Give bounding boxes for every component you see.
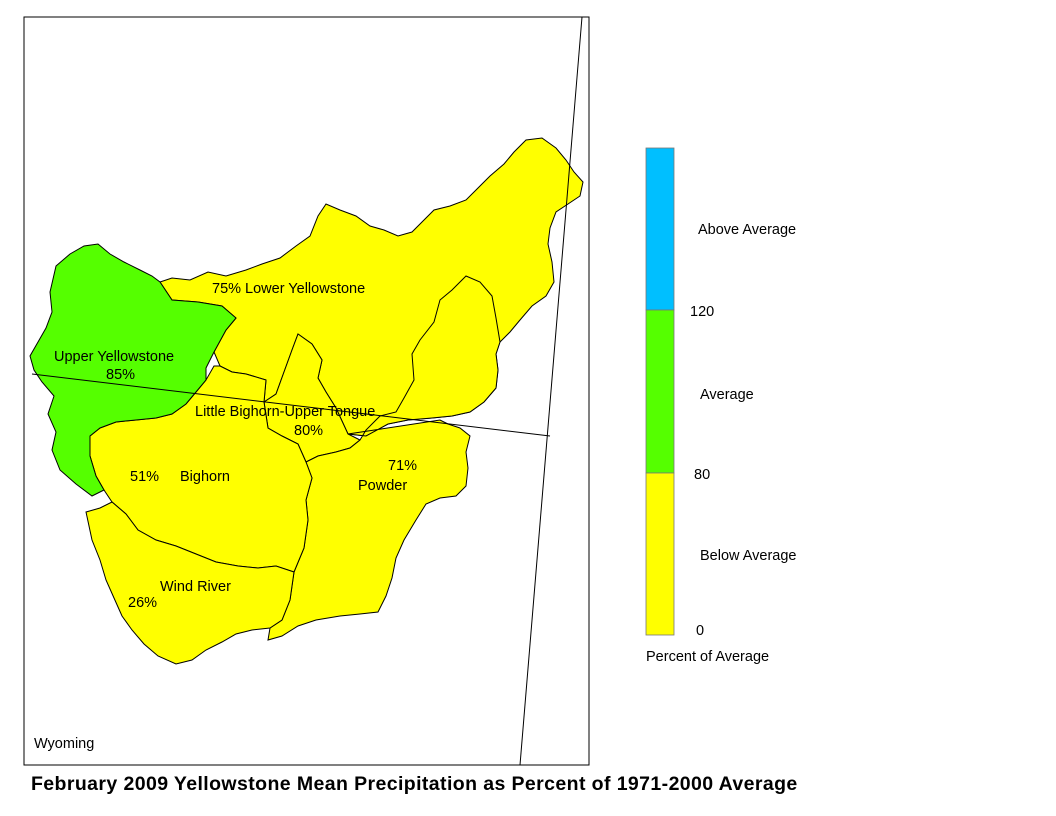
legend-category-average: Average [700, 387, 754, 403]
label-upper-yellowstone-name: Upper Yellowstone [54, 349, 174, 365]
map-frame [23, 16, 590, 766]
label-state-wyoming: Wyoming [34, 736, 94, 752]
label-powder-name: Powder [358, 478, 407, 494]
basin-upper-yellowstone [29, 243, 237, 497]
legend-tick-0: 0 [696, 623, 704, 639]
label-little-bighorn-name: Little Bighorn-Upper Tongue [195, 404, 375, 420]
legend-category-below-average: Below Average [700, 548, 796, 564]
legend-swatch-average [645, 309, 675, 474]
legend-tick-80: 80 [694, 467, 710, 483]
label-wind-river-value: 26% [128, 595, 157, 611]
legend-title: Percent of Average [646, 649, 769, 665]
label-bighorn-name: Bighorn [180, 469, 230, 485]
state-boundary-east-line [519, 16, 583, 766]
legend-category-above-average: Above Average [698, 222, 796, 238]
state-boundary-line [31, 373, 551, 437]
label-wind-river-name: Wind River [160, 579, 231, 595]
label-upper-yellowstone-value: 85% [106, 367, 135, 383]
label-bighorn-value: 51% [130, 469, 159, 485]
legend-swatch-below-average [645, 472, 675, 636]
basin-wind-river [85, 501, 295, 665]
label-little-bighorn-value: 80% [294, 423, 323, 439]
label-powder-value: 71% [388, 458, 417, 474]
legend: Above Average 120 Average 80 Below Avera… [645, 147, 796, 665]
label-lower-yellowstone: 75% Lower Yellowstone [212, 281, 365, 297]
legend-tick-120: 120 [690, 304, 714, 320]
legend-swatch-above-average [645, 147, 675, 311]
map-title: February 2009 Yellowstone Mean Precipita… [31, 773, 798, 795]
